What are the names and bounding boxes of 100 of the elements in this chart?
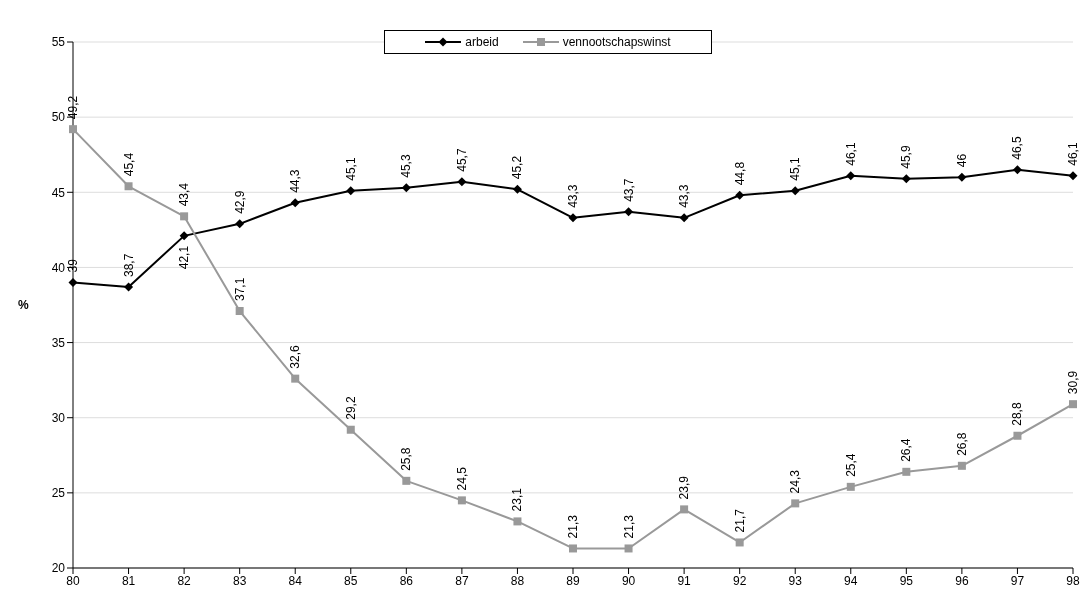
point xyxy=(569,544,577,553)
x-tick-label: 84 xyxy=(288,573,303,588)
point xyxy=(624,207,634,217)
data-label: 45,1 xyxy=(343,157,358,181)
point xyxy=(124,182,133,191)
data-label: 21,7 xyxy=(732,508,747,533)
point xyxy=(457,496,466,505)
point xyxy=(68,277,78,287)
data-label: 46,5 xyxy=(1010,136,1025,160)
data-label: 38,7 xyxy=(121,253,136,277)
data-label: 30,9 xyxy=(1066,370,1080,395)
point xyxy=(179,231,189,241)
x-tick-label: 95 xyxy=(899,573,914,588)
point xyxy=(901,174,911,184)
data-label: 45,4 xyxy=(121,152,136,177)
data-label: 46 xyxy=(954,153,969,168)
data-label: 45,3 xyxy=(399,154,414,178)
data-label: 29,2 xyxy=(343,396,358,420)
point xyxy=(1012,165,1022,175)
x-tick-label: 80 xyxy=(66,573,80,588)
data-label: 32,6 xyxy=(288,344,303,369)
legend-label: vennootschapswinst xyxy=(561,35,671,49)
point xyxy=(846,171,856,181)
y-tick-label: 55 xyxy=(51,35,66,50)
point xyxy=(512,184,522,194)
data-label: 45,2 xyxy=(510,155,525,180)
point xyxy=(457,177,467,187)
y-tick-label: 20 xyxy=(51,561,66,576)
x-tick-label: 85 xyxy=(344,573,358,588)
x-tick-label: 91 xyxy=(677,573,692,588)
point xyxy=(735,538,744,547)
x-tick-label: 93 xyxy=(788,573,803,588)
point xyxy=(235,219,245,229)
y-tick-label: 45 xyxy=(51,185,66,200)
data-label: 28,8 xyxy=(1010,402,1025,426)
point xyxy=(69,125,77,134)
x-tick-label: 89 xyxy=(566,573,580,588)
point xyxy=(1068,171,1078,181)
x-tick-label: 86 xyxy=(399,573,414,588)
x-tick-label: 92 xyxy=(732,573,747,588)
point xyxy=(346,425,355,434)
point xyxy=(513,517,522,526)
point xyxy=(679,213,689,223)
data-label: 43,7 xyxy=(621,178,636,202)
point xyxy=(291,374,300,383)
data-label: 49,2 xyxy=(66,95,80,120)
point xyxy=(957,461,966,470)
data-label: 26,4 xyxy=(899,438,914,462)
data-label: 21,3 xyxy=(566,514,580,539)
x-tick-label: 97 xyxy=(1010,573,1025,588)
data-label: 21,3 xyxy=(621,514,636,539)
data-label: 42,9 xyxy=(232,190,247,214)
data-label: 25,8 xyxy=(399,447,414,471)
data-label: 23,9 xyxy=(677,475,692,500)
legend-label: arbeid xyxy=(464,35,499,49)
data-label: 23,1 xyxy=(510,487,525,512)
data-label: 44,3 xyxy=(288,169,303,193)
point xyxy=(568,213,578,223)
data-label: 46,1 xyxy=(1066,142,1080,166)
data-label: 42,1 xyxy=(177,245,192,270)
x-tick-label: 88 xyxy=(510,573,525,588)
y-tick-label: 25 xyxy=(51,486,66,501)
point xyxy=(235,307,244,316)
data-label: 43,3 xyxy=(677,184,692,208)
point xyxy=(680,505,689,514)
point xyxy=(180,212,189,221)
data-label: 45,7 xyxy=(454,148,469,172)
point xyxy=(1069,400,1077,409)
y-tick-label: 40 xyxy=(51,260,66,275)
data-label: 26,8 xyxy=(954,432,969,456)
data-label: 24,5 xyxy=(454,466,469,491)
x-tick-label: 90 xyxy=(621,573,636,588)
data-label: 39 xyxy=(66,258,80,273)
data-label: 43,4 xyxy=(177,182,192,207)
point xyxy=(846,482,855,491)
point xyxy=(402,476,411,485)
data-label: 25,4 xyxy=(843,453,858,477)
point xyxy=(791,499,800,508)
y-axis-title: % xyxy=(18,298,29,313)
y-tick-label: 30 xyxy=(51,410,66,425)
y-tick-label: 50 xyxy=(51,110,66,125)
x-tick-label: 94 xyxy=(844,573,858,588)
point xyxy=(1013,431,1022,440)
data-label: 45,9 xyxy=(899,145,914,169)
point xyxy=(124,282,134,292)
x-tick-label: 87 xyxy=(455,573,469,588)
point xyxy=(957,172,967,182)
x-tick-label: 98 xyxy=(1066,573,1080,588)
data-label: 24,3 xyxy=(788,469,803,494)
data-label: 44,8 xyxy=(732,161,747,186)
data-label: 37,1 xyxy=(232,277,247,302)
y-tick-label: 35 xyxy=(51,335,66,350)
point xyxy=(790,186,800,196)
point xyxy=(902,467,911,476)
point xyxy=(401,183,411,193)
point xyxy=(290,198,300,208)
point xyxy=(735,190,745,200)
data-label: 46,1 xyxy=(843,142,858,166)
x-tick-label: 81 xyxy=(121,573,136,588)
x-tick-label: 96 xyxy=(955,573,969,588)
